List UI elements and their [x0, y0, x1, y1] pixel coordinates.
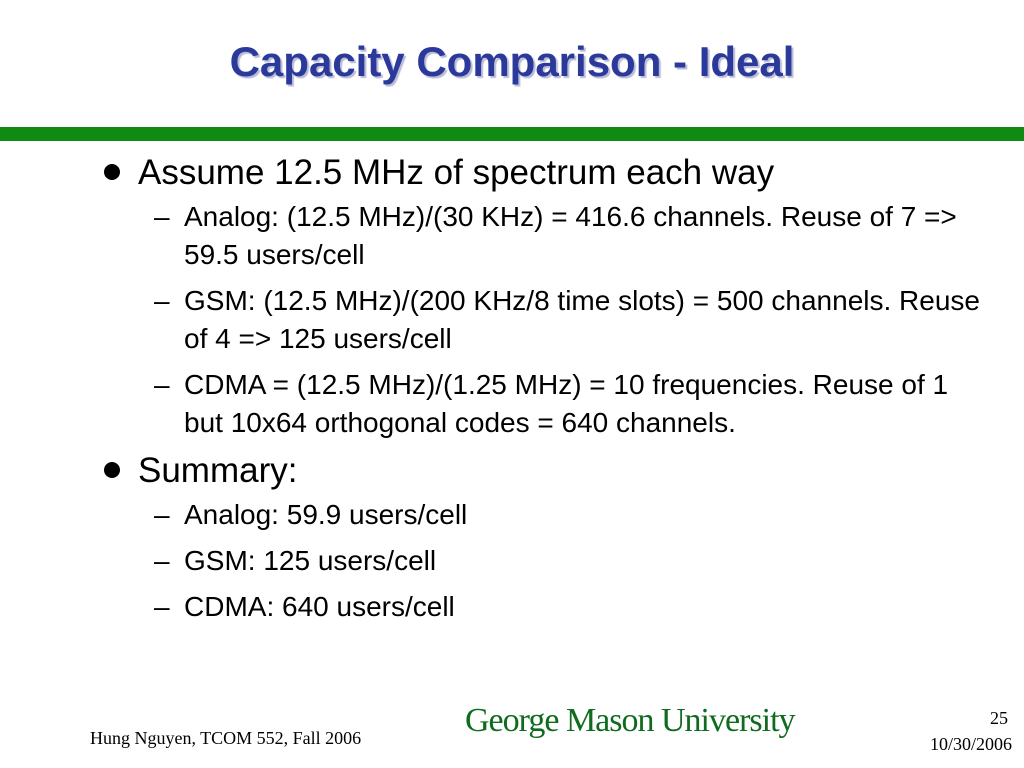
sub-bullet-item: – GSM: (12.5 MHz)/(200 KHz/8 time slots)… [100, 282, 980, 358]
bullet-dot-icon [104, 164, 120, 180]
sub-bullet-item: – Analog: (12.5 MHz)/(30 KHz) = 416.6 ch… [100, 198, 980, 274]
slide-title: Capacity Comparison - Ideal [229, 38, 795, 85]
sub-bullet-item: – CDMA = (12.5 MHz)/(1.25 MHz) = 10 freq… [100, 366, 980, 442]
sub-bullet-item: – Analog: 59.9 users/cell [100, 496, 980, 534]
dash-icon: – [154, 591, 170, 622]
sub-bullet-item: – CDMA: 640 users/cell [100, 588, 980, 626]
page-number: 25 [990, 708, 1008, 728]
dash-icon: – [154, 369, 170, 400]
university-logo: George Mason University [465, 702, 796, 739]
dash-icon: – [154, 545, 170, 576]
bullet-text: Summary: [138, 451, 298, 490]
bullet-item: Assume 12.5 MHz of spectrum each way [100, 152, 980, 194]
bullet-dot-icon [104, 462, 120, 478]
sub-bullet-text: CDMA: 640 users/cell [184, 591, 455, 622]
sub-bullet-item: – GSM: 125 users/cell [100, 542, 980, 580]
slide-content: Assume 12.5 MHz of spectrum each way – A… [100, 150, 980, 634]
sub-bullet-text: Analog: (12.5 MHz)/(30 KHz) = 416.6 chan… [184, 201, 957, 270]
sub-bullet-text: GSM: 125 users/cell [184, 545, 437, 576]
dash-icon: – [154, 499, 170, 530]
bullet-item: Summary: [100, 450, 980, 492]
sub-bullet-text: Analog: 59.9 users/cell [184, 499, 468, 530]
footer-author: Hung Nguyen, TCOM 552, Fall 2006 [90, 728, 362, 748]
sub-bullet-text: GSM: (12.5 MHz)/(200 KHz/8 time slots) =… [184, 285, 980, 354]
sub-bullet-list: – Analog: 59.9 users/cell – GSM: 125 use… [100, 496, 980, 626]
sub-bullet-text: CDMA = (12.5 MHz)/(1.25 MHz) = 10 freque… [184, 369, 949, 438]
title-divider-bar [0, 127, 1024, 141]
bullet-text: Assume 12.5 MHz of spectrum each way [138, 153, 775, 192]
dash-icon: – [154, 285, 170, 316]
dash-icon: – [154, 201, 170, 232]
footer-date: 10/30/2006 [929, 734, 1012, 754]
sub-bullet-list: – Analog: (12.5 MHz)/(30 KHz) = 416.6 ch… [100, 198, 980, 442]
